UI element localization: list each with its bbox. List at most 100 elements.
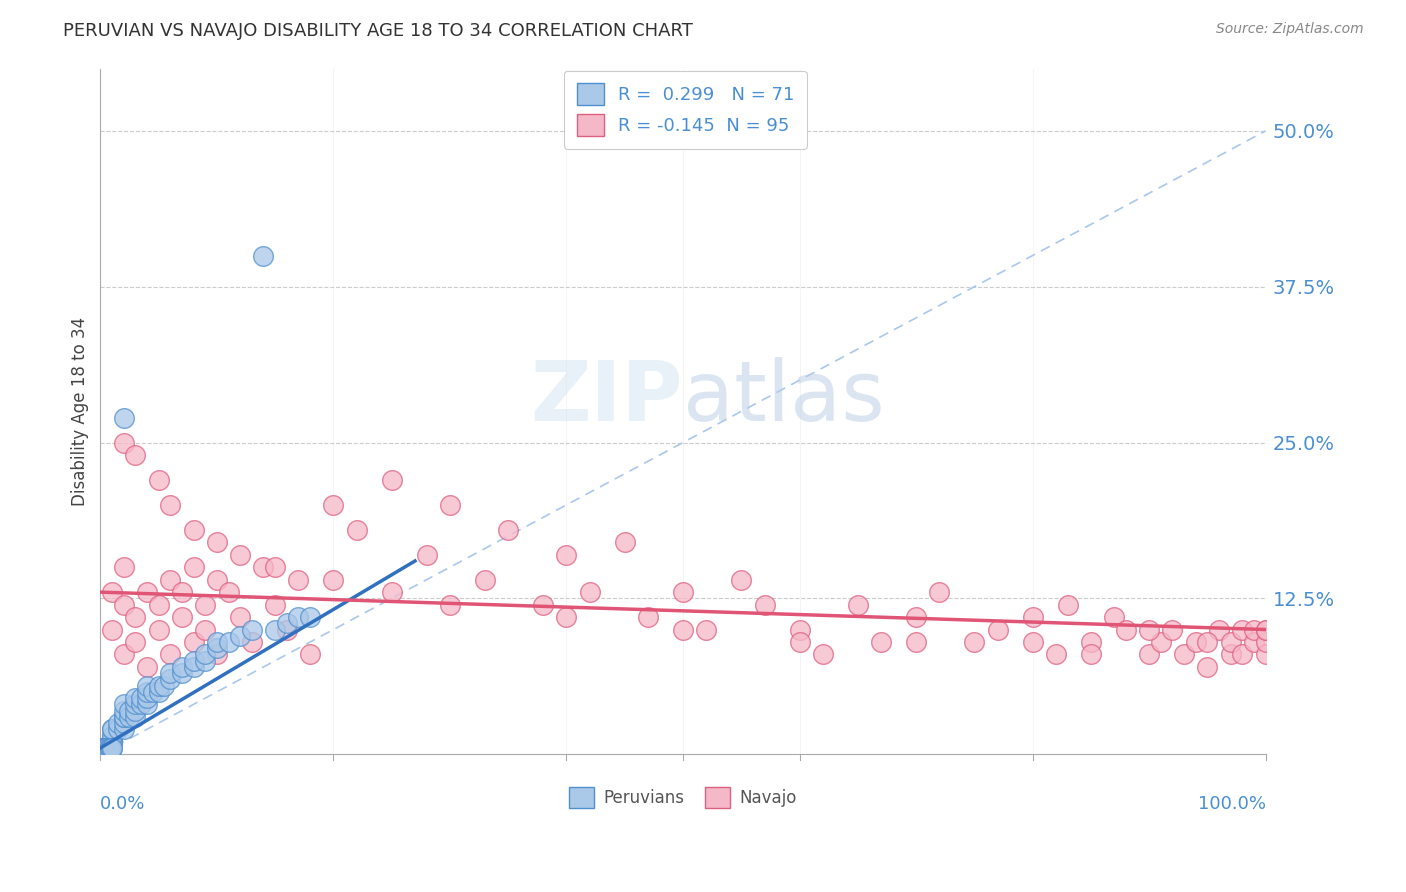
Point — [124, 710, 146, 724]
Point — [1150, 635, 1173, 649]
Point — [439, 498, 461, 512]
Point — [101, 735, 124, 749]
Point — [240, 623, 263, 637]
Point — [101, 723, 124, 737]
Point — [1219, 635, 1241, 649]
Point — [474, 573, 496, 587]
Point — [183, 660, 205, 674]
Point — [1021, 610, 1043, 624]
Point — [194, 648, 217, 662]
Point — [205, 635, 228, 649]
Point — [112, 435, 135, 450]
Point — [98, 741, 121, 756]
Point — [94, 741, 117, 756]
Point — [194, 623, 217, 637]
Point — [1080, 635, 1102, 649]
Point — [1080, 648, 1102, 662]
Point — [276, 616, 298, 631]
Point — [531, 598, 554, 612]
Point — [1056, 598, 1078, 612]
Point — [229, 629, 252, 643]
Point — [101, 735, 124, 749]
Point — [1184, 635, 1206, 649]
Point — [170, 610, 193, 624]
Point — [205, 573, 228, 587]
Point — [112, 560, 135, 574]
Point — [118, 710, 141, 724]
Point — [101, 623, 124, 637]
Point — [299, 610, 322, 624]
Text: ZIP: ZIP — [530, 357, 683, 438]
Point — [101, 729, 124, 743]
Point — [1254, 635, 1277, 649]
Point — [142, 685, 165, 699]
Point — [695, 623, 717, 637]
Point — [613, 535, 636, 549]
Point — [159, 498, 181, 512]
Point — [578, 585, 600, 599]
Point — [94, 741, 117, 756]
Point — [252, 560, 274, 574]
Point — [264, 560, 287, 574]
Point — [194, 598, 217, 612]
Point — [811, 648, 834, 662]
Point — [240, 635, 263, 649]
Point — [90, 741, 112, 756]
Point — [229, 548, 252, 562]
Point — [1208, 623, 1230, 637]
Point — [112, 716, 135, 731]
Point — [299, 648, 322, 662]
Point — [789, 635, 811, 649]
Point — [97, 741, 120, 756]
Point — [159, 673, 181, 687]
Point — [101, 729, 124, 743]
Point — [322, 498, 344, 512]
Point — [555, 548, 578, 562]
Point — [124, 691, 146, 706]
Point — [1137, 648, 1160, 662]
Point — [672, 585, 695, 599]
Point — [124, 448, 146, 462]
Point — [905, 635, 928, 649]
Point — [637, 610, 659, 624]
Point — [555, 610, 578, 624]
Point — [170, 666, 193, 681]
Text: atlas: atlas — [683, 357, 884, 438]
Point — [112, 648, 135, 662]
Point — [112, 410, 135, 425]
Point — [136, 585, 159, 599]
Point — [905, 610, 928, 624]
Point — [1243, 635, 1265, 649]
Point — [1115, 623, 1137, 637]
Point — [101, 723, 124, 737]
Point — [218, 635, 240, 649]
Point — [136, 660, 159, 674]
Point — [159, 573, 181, 587]
Point — [153, 679, 176, 693]
Point — [96, 741, 118, 756]
Point — [1197, 660, 1219, 674]
Point — [276, 623, 298, 637]
Point — [928, 585, 950, 599]
Point — [96, 741, 118, 756]
Point — [148, 685, 170, 699]
Point — [672, 623, 695, 637]
Point — [91, 741, 114, 756]
Legend: Peruvians, Navajo: Peruvians, Navajo — [562, 780, 804, 814]
Point — [129, 698, 152, 712]
Point — [264, 598, 287, 612]
Point — [264, 623, 287, 637]
Point — [1197, 635, 1219, 649]
Point — [101, 741, 124, 756]
Point — [170, 660, 193, 674]
Point — [183, 654, 205, 668]
Point — [987, 623, 1010, 637]
Point — [1021, 635, 1043, 649]
Point — [101, 735, 124, 749]
Point — [159, 666, 181, 681]
Point — [148, 679, 170, 693]
Point — [100, 741, 122, 756]
Point — [170, 585, 193, 599]
Point — [1254, 623, 1277, 637]
Point — [90, 741, 112, 756]
